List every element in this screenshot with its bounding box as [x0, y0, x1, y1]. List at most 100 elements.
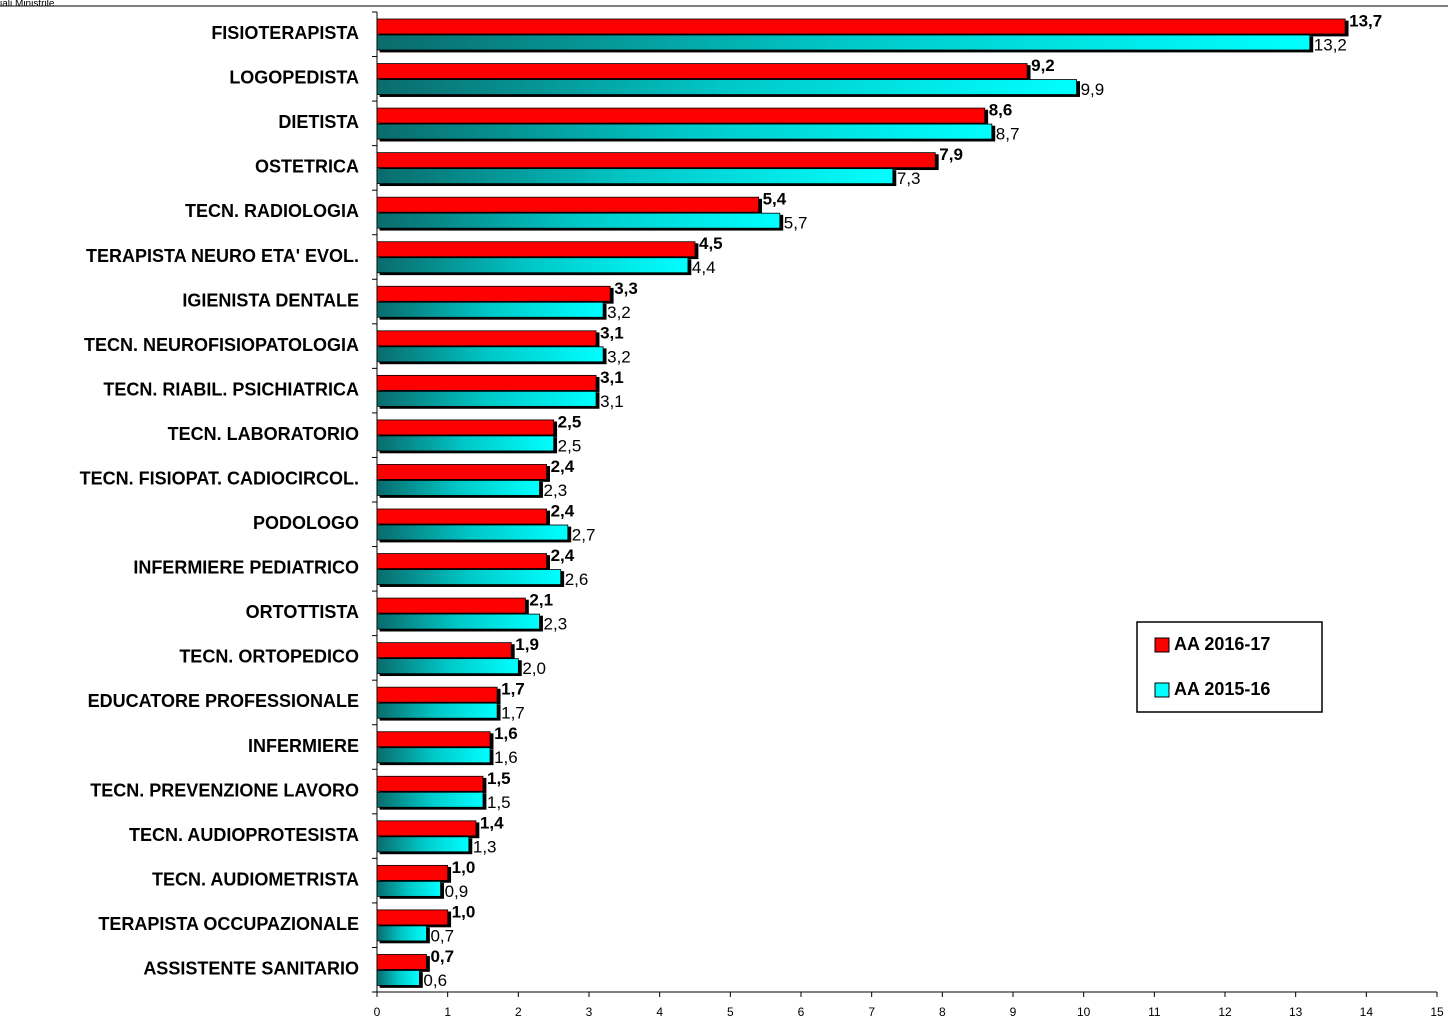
- category-label: INFERMIERE PEDIATRICO: [133, 558, 359, 578]
- x-tick-label: 13: [1289, 1005, 1303, 1019]
- bar: [376, 658, 519, 675]
- category-label: TECN. NEUROFISIOPATOLOGIA: [84, 335, 359, 355]
- value-label: 0,7: [430, 926, 454, 945]
- value-label: 1,7: [501, 680, 525, 699]
- x-tick-label: 11: [1148, 1005, 1161, 1019]
- bar: [376, 613, 540, 630]
- value-label: 2,3: [544, 615, 568, 634]
- value-label: 2,0: [522, 659, 546, 678]
- bar: [376, 464, 548, 480]
- value-label: 0,7: [430, 947, 454, 966]
- value-label: 8,7: [996, 125, 1020, 144]
- x-tick-label: 1: [444, 1005, 451, 1019]
- category-label: TECN. LABORATORIO: [168, 424, 359, 444]
- category-label: TERAPISTA NEURO ETA' EVOL.: [86, 246, 359, 266]
- x-tick-label: 15: [1430, 1005, 1444, 1019]
- x-tick-label: 8: [939, 1005, 946, 1019]
- value-label: 4,4: [692, 258, 716, 277]
- bar: [376, 301, 604, 318]
- category-label: TECN. RIABIL. PSICHIATRICA: [103, 379, 359, 399]
- value-label: 3,2: [607, 303, 631, 322]
- value-label: 8,6: [989, 101, 1013, 120]
- bar: [376, 791, 484, 808]
- bar: [376, 702, 498, 719]
- category-label: TECN. PREVENZIONE LAVORO: [90, 780, 359, 800]
- bar: [376, 390, 597, 407]
- x-tick-label: 12: [1218, 1005, 1232, 1019]
- bar: [376, 820, 477, 837]
- value-label: 3,1: [600, 323, 624, 342]
- value-label: 7,9: [939, 145, 963, 164]
- category-label: TECN. FISIOPAT. CADIOCIRCOL.: [80, 468, 359, 488]
- category-label: EDUCATORE PROFESSIONALE: [88, 691, 359, 711]
- category-label: TECN. ORTOPEDICO: [179, 647, 359, 667]
- x-tick-label: 14: [1360, 1005, 1374, 1019]
- value-label: 2,5: [558, 436, 582, 455]
- category-label: LOGOPEDISTA: [229, 68, 359, 88]
- value-label: 2,7: [572, 525, 596, 544]
- value-label: 0,6: [423, 971, 447, 990]
- bar: [376, 241, 696, 258]
- bar: [376, 524, 569, 541]
- bar: [376, 168, 894, 185]
- category-label: TECN. AUDIOMETRISTA: [152, 869, 359, 889]
- value-label: 1,5: [487, 793, 511, 812]
- bar: [376, 212, 781, 229]
- bar: [376, 257, 689, 274]
- value-label: 2,3: [544, 481, 568, 500]
- value-label: 1,9: [515, 635, 539, 654]
- bar: [376, 909, 449, 926]
- value-label: 5,4: [763, 190, 787, 209]
- bar: [376, 508, 548, 525]
- value-label: 5,7: [784, 214, 808, 233]
- value-label: 2,6: [565, 570, 589, 589]
- category-label: ASSISTENTE SANITARIO: [143, 958, 359, 978]
- bar: [376, 330, 597, 347]
- bar: [376, 686, 498, 703]
- value-label: 1,0: [452, 858, 476, 877]
- value-label: 1,4: [480, 813, 504, 832]
- x-tick-label: 0: [374, 1005, 381, 1019]
- bar: [376, 435, 555, 452]
- bar: [376, 954, 427, 970]
- value-label: 2,4: [551, 501, 575, 520]
- value-label: 2,4: [551, 546, 575, 565]
- bar: [376, 642, 512, 659]
- category-label: IGIENISTA DENTALE: [182, 290, 359, 310]
- category-label: ORTOTTISTA: [246, 602, 359, 622]
- bar: [376, 63, 1028, 79]
- category-label: TERAPISTA OCCUPAZIONALE: [98, 914, 359, 934]
- value-label: 1,6: [494, 724, 518, 743]
- category-label: TECN. RADIOLOGIA: [185, 201, 359, 221]
- value-label: 9,9: [1081, 80, 1105, 99]
- legend-label: AA 2016-17: [1174, 634, 1270, 654]
- source-note: iali Ministrile: [0, 0, 55, 9]
- value-label: 1,3: [473, 837, 497, 856]
- category-label: FISIOTERAPISTA: [211, 23, 359, 43]
- category-label: OSTETRICA: [255, 157, 359, 177]
- x-tick-label: 6: [798, 1005, 805, 1019]
- bar: [376, 880, 441, 897]
- bar: [376, 18, 1346, 35]
- value-label: 2,5: [558, 412, 582, 431]
- x-tick-label: 10: [1077, 1005, 1091, 1019]
- value-label: 13,7: [1349, 11, 1382, 30]
- category-label: DIETISTA: [278, 112, 359, 132]
- value-label: 1,6: [494, 748, 518, 767]
- value-label: 7,3: [897, 169, 921, 188]
- x-tick-label: 2: [515, 1005, 522, 1019]
- value-label: 2,4: [551, 457, 575, 476]
- bar: [376, 553, 548, 569]
- value-label: 3,1: [600, 368, 624, 387]
- x-tick-label: 5: [727, 1005, 734, 1019]
- x-tick-label: 9: [1010, 1005, 1017, 1019]
- bar: [376, 775, 484, 792]
- bar: [376, 107, 986, 124]
- value-label: 4,5: [699, 234, 723, 253]
- category-label: INFERMIERE: [248, 736, 359, 756]
- bar: [376, 79, 1077, 95]
- bar: [376, 925, 427, 942]
- value-label: 3,2: [607, 347, 631, 366]
- value-label: 2,1: [529, 591, 553, 610]
